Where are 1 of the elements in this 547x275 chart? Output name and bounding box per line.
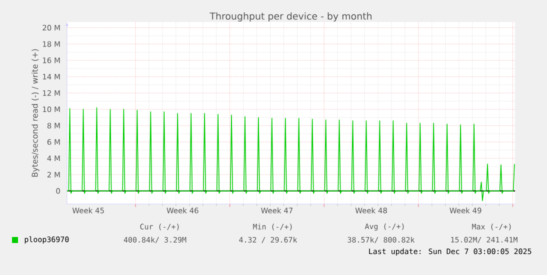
chart-title: Throughput per device - by month xyxy=(210,12,372,22)
